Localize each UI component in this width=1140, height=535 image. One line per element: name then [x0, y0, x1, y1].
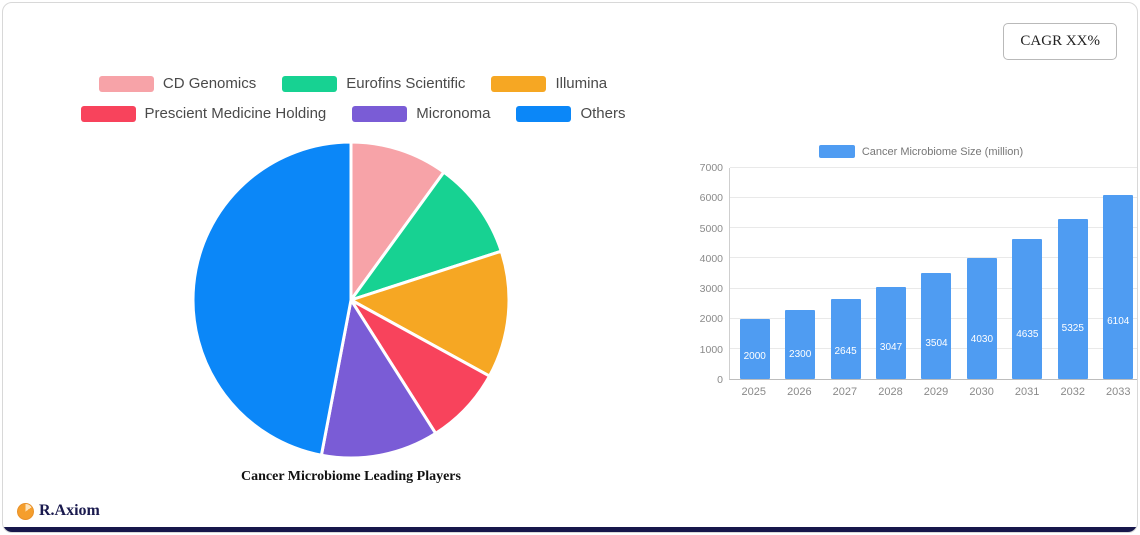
bar-column-2033: 6104 [1096, 168, 1138, 379]
y-tick-label: 5000 [699, 222, 723, 235]
bar-value-label: 2645 [834, 345, 857, 357]
bar-column-2027: 2645 [823, 168, 868, 379]
legend-item-others[interactable]: Others [516, 105, 625, 122]
y-tick-label: 3000 [699, 283, 723, 296]
bar-legend-label: Cancer Microbiome Size (million) [861, 145, 1024, 158]
bar-value-label: 2000 [743, 351, 766, 363]
bar-2025[interactable]: 2000 [739, 318, 770, 379]
bar-chart: Cancer Microbiome Size (million) 0 1000 20… [693, 145, 1138, 398]
gridline [730, 167, 1137, 168]
bar-2030[interactable]: 4030 [966, 257, 997, 379]
bar-value-label: 6104 [1107, 316, 1130, 328]
pie-legend: CD Genomics Eurofins Scientific Illumina Pr… [63, 75, 643, 122]
bar-value-label: 5325 [1061, 323, 1084, 335]
pie-slice-others [191, 140, 353, 457]
legend-swatch [80, 105, 136, 122]
bar-legend-swatch [818, 145, 855, 158]
legend-label: Eurofins Scientific [346, 75, 466, 92]
pie-chart [181, 137, 521, 467]
bar-chart-plot-area: 2000 2300 2645 3047 3504 4030 4635 5325 6104 [729, 167, 1138, 380]
y-tick-label: 7000 [699, 162, 723, 174]
pie-svg [191, 140, 511, 460]
legend-item-eurofins-scientific[interactable]: Eurofins Scientific [282, 75, 465, 92]
bottom-accent-bar [3, 527, 1137, 532]
legend-swatch [516, 105, 572, 122]
x-tick-label-2025: 2025 [741, 386, 767, 398]
bar-chart-y-axis: 0 1000 2000 3000 4000 5000 6000 7000 [693, 162, 729, 386]
bar-value-label: 4635 [1016, 328, 1039, 340]
bar-column-2025: 2000 [732, 168, 777, 379]
brand-logo-icon [17, 502, 34, 520]
gridline [730, 227, 1137, 229]
legend-label: Micronoma [416, 105, 491, 122]
pie-slice-cd-genomics [349, 140, 446, 302]
bar-column-2029: 3504 [914, 168, 959, 379]
pie-chart-title: Cancer Microbiome Leading Players [241, 469, 461, 484]
pie-slice-illumina [349, 249, 511, 378]
bar-column-2026: 2300 [777, 168, 822, 379]
x-tick-label-2032: 2032 [1060, 386, 1085, 398]
x-tick-label-2029: 2029 [923, 386, 949, 398]
x-tick-label-2027: 2027 [832, 386, 858, 398]
legend-item-prescient-medicine-holding[interactable]: Prescient Medicine Holding [80, 105, 327, 122]
bar-value-label: 4030 [970, 334, 994, 345]
x-tick-label-2030: 2030 [969, 386, 994, 398]
legend-swatch [98, 75, 154, 92]
bar-2027[interactable]: 2645 [830, 299, 861, 379]
x-tick-label-2031: 2031 [1014, 386, 1040, 398]
y-tick-label: 6000 [699, 192, 723, 205]
bar-column-2030: 4030 [959, 168, 1004, 379]
bar-chart-x-axis: 2025 2026 2027 2028 2029 2030 2031 2032 2033 [729, 386, 1137, 398]
x-tick-label-2026: 2026 [787, 386, 812, 398]
pie-slice-eurofins-scientific [349, 170, 503, 302]
bar-2028[interactable]: 3047 [876, 287, 907, 379]
bar-column-2028: 3047 [868, 168, 913, 379]
legend-label: Others [580, 105, 626, 122]
bar-chart-bars: 2000 2300 2645 3047 3504 4030 4635 5325 6104 [730, 168, 1138, 379]
y-tick-label: 0 [717, 374, 723, 386]
legend-swatch [282, 75, 338, 92]
x-tick-label-2033: 2033 [1106, 386, 1131, 398]
bar-value-label: 3504 [925, 338, 948, 350]
pie-slice-micronoma [319, 298, 438, 460]
bar-2032[interactable]: 5325 [1057, 218, 1088, 379]
legend-swatch [352, 105, 408, 122]
y-tick-label: 1000 [699, 343, 723, 356]
bar-2031[interactable]: 4635 [1012, 239, 1043, 379]
x-tick-label-2028: 2028 [878, 386, 903, 398]
cagr-button[interactable]: CAGR XX% [1003, 23, 1117, 60]
legend-label: CD Genomics [162, 75, 257, 92]
legend-item-cd-genomics[interactable]: CD Genomics [98, 75, 257, 92]
bar-value-label: 2300 [789, 348, 812, 360]
brand-logo: R.Axiom [17, 502, 100, 520]
gridline [730, 197, 1137, 199]
y-tick-label: 4000 [699, 252, 723, 265]
legend-label: Illumina [555, 75, 608, 92]
bar-value-label: 3047 [879, 342, 903, 354]
bar-column-2031: 4635 [1005, 168, 1050, 379]
legend-swatch [491, 75, 547, 92]
gridline [730, 257, 1137, 259]
bar-chart-legend: Cancer Microbiome Size (million) [693, 145, 1137, 158]
bar-2026[interactable]: 2300 [785, 309, 816, 379]
bar-2033[interactable]: 6104 [1103, 195, 1134, 379]
legend-item-micronoma[interactable]: Micronoma [352, 105, 490, 122]
bar-column-2032: 5325 [1050, 168, 1095, 379]
legend-label: Prescient Medicine Holding [144, 105, 327, 122]
y-tick-label: 2000 [699, 313, 723, 326]
bar-2029[interactable]: 3504 [921, 273, 952, 379]
brand-logo-text: R.Axiom [39, 502, 100, 519]
legend-item-illumina[interactable]: Illumina [491, 75, 607, 92]
